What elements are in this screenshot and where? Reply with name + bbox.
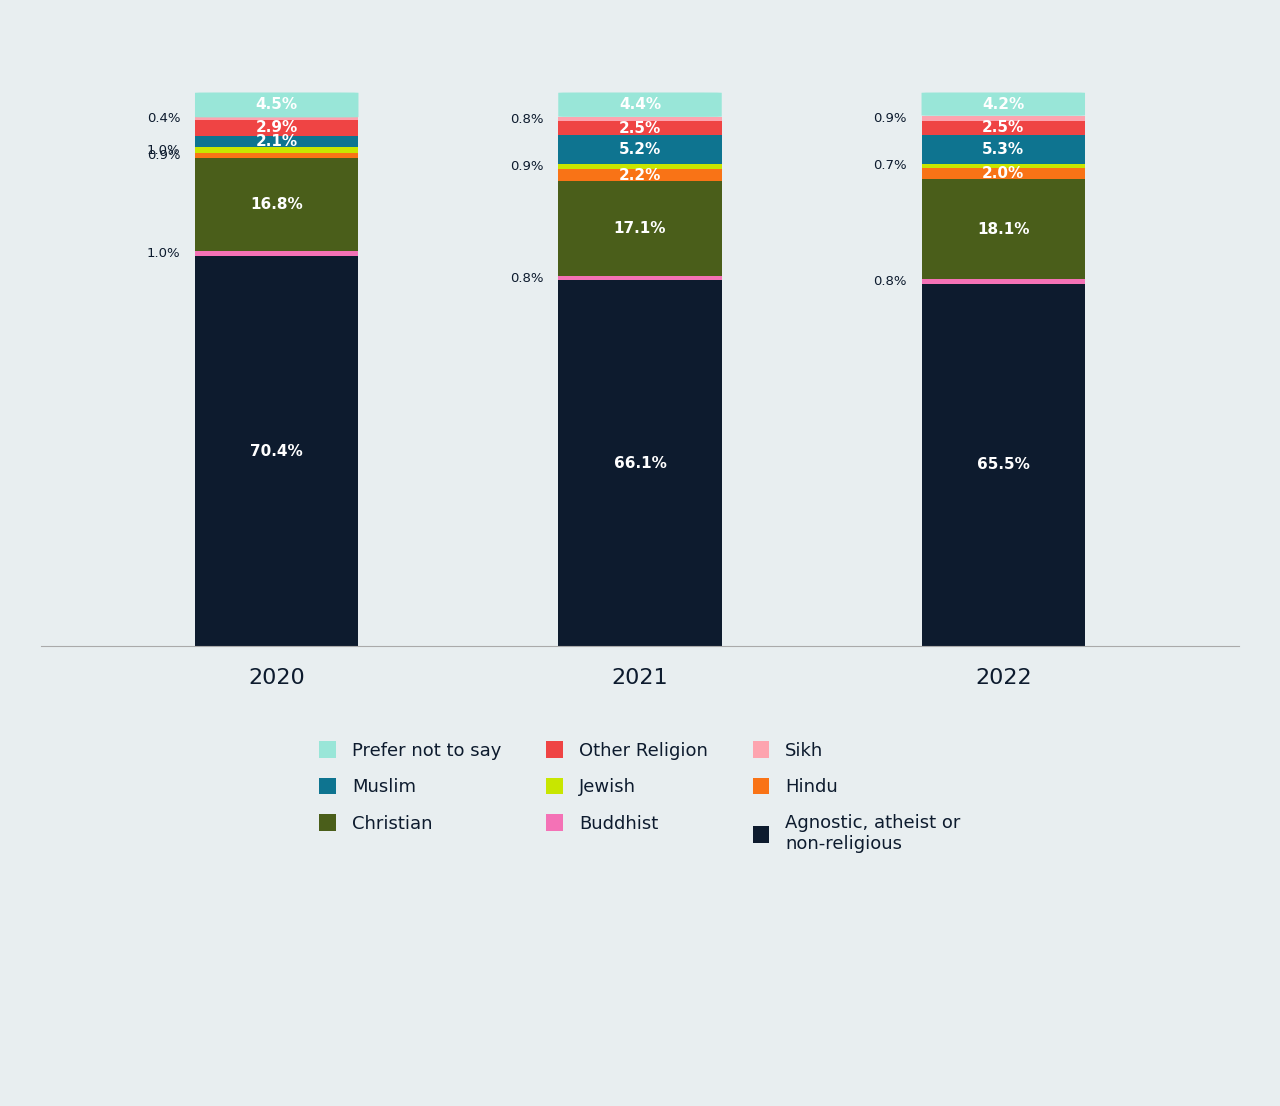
Text: 2.2%: 2.2% — [618, 167, 662, 182]
Text: 16.8%: 16.8% — [251, 197, 303, 212]
Bar — [558, 275, 722, 280]
Bar — [558, 135, 722, 164]
Bar — [922, 116, 1085, 121]
Text: 0.8%: 0.8% — [511, 271, 544, 284]
Text: 66.1%: 66.1% — [613, 456, 667, 471]
Bar — [558, 169, 722, 181]
Text: 2.5%: 2.5% — [982, 121, 1024, 135]
Text: 1.0%: 1.0% — [147, 247, 180, 260]
FancyBboxPatch shape — [558, 93, 722, 117]
Bar — [558, 122, 722, 135]
Bar — [558, 117, 722, 122]
Text: 65.5%: 65.5% — [977, 458, 1029, 472]
Text: 0.4%: 0.4% — [147, 112, 180, 125]
Text: 0.8%: 0.8% — [873, 275, 908, 288]
Text: 0.7%: 0.7% — [873, 159, 908, 173]
Bar — [922, 121, 1085, 135]
Text: 0.9%: 0.9% — [873, 112, 908, 125]
Bar — [922, 168, 1085, 179]
Bar — [558, 280, 722, 646]
Text: 4.2%: 4.2% — [982, 96, 1024, 112]
Bar — [195, 117, 358, 119]
Text: 18.1%: 18.1% — [977, 221, 1029, 237]
Text: 4.5%: 4.5% — [256, 97, 298, 113]
Text: 4.4%: 4.4% — [620, 97, 660, 112]
Bar — [195, 119, 358, 136]
Text: 70.4%: 70.4% — [251, 444, 303, 459]
Text: 5.2%: 5.2% — [618, 142, 662, 157]
FancyBboxPatch shape — [195, 93, 358, 117]
Text: 0.9%: 0.9% — [511, 160, 544, 173]
Bar — [195, 153, 358, 158]
Bar — [558, 164, 722, 169]
FancyBboxPatch shape — [922, 93, 1085, 116]
Text: 2.0%: 2.0% — [982, 166, 1024, 181]
Text: 0.8%: 0.8% — [511, 113, 544, 126]
Bar — [922, 283, 1085, 646]
Bar — [195, 251, 358, 257]
Bar — [558, 181, 722, 275]
Bar — [195, 158, 358, 251]
Text: 2.1%: 2.1% — [256, 134, 298, 149]
Bar — [922, 179, 1085, 279]
Bar — [195, 257, 358, 646]
Bar — [195, 136, 358, 147]
Bar — [922, 135, 1085, 164]
Legend: Prefer not to say, Muslim, Christian, Other Religion, Jewish, Buddhist, Sikh, Hi: Prefer not to say, Muslim, Christian, Ot… — [312, 734, 968, 860]
Text: 1.0%: 1.0% — [147, 144, 180, 157]
Bar — [922, 164, 1085, 168]
Text: 0.9%: 0.9% — [147, 149, 180, 161]
Text: 2.5%: 2.5% — [618, 121, 662, 136]
Bar — [922, 279, 1085, 283]
Bar — [195, 147, 358, 153]
Text: 5.3%: 5.3% — [982, 142, 1024, 157]
Text: 2.9%: 2.9% — [256, 121, 298, 135]
Text: 17.1%: 17.1% — [613, 221, 667, 236]
